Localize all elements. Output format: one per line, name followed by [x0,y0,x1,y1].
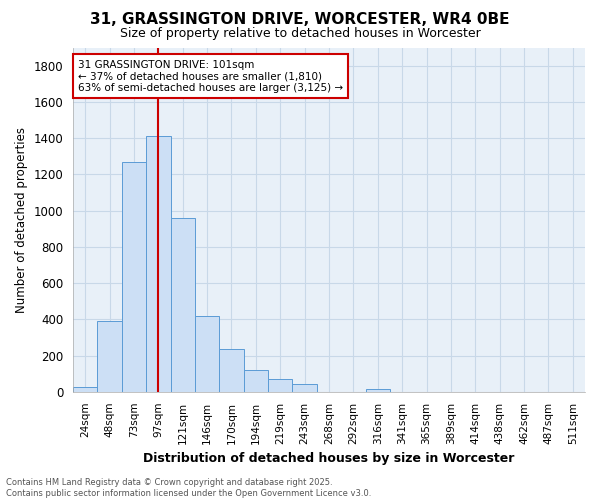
Bar [97,321,122,392]
Y-axis label: Number of detached properties: Number of detached properties [15,126,28,312]
Bar [73,388,97,392]
X-axis label: Distribution of detached houses by size in Worcester: Distribution of detached houses by size … [143,452,515,465]
Bar [220,349,244,392]
Text: Size of property relative to detached houses in Worcester: Size of property relative to detached ho… [119,28,481,40]
Bar [244,370,268,392]
Bar [292,384,317,392]
Bar [195,316,220,392]
Bar [122,162,146,392]
Text: Contains HM Land Registry data © Crown copyright and database right 2025.
Contai: Contains HM Land Registry data © Crown c… [6,478,371,498]
Text: 31 GRASSINGTON DRIVE: 101sqm
← 37% of detached houses are smaller (1,810)
63% of: 31 GRASSINGTON DRIVE: 101sqm ← 37% of de… [78,60,343,93]
Bar [365,389,390,392]
Bar [170,218,195,392]
Bar [146,136,170,392]
Text: 31, GRASSINGTON DRIVE, WORCESTER, WR4 0BE: 31, GRASSINGTON DRIVE, WORCESTER, WR4 0B… [90,12,510,28]
Bar [268,379,292,392]
